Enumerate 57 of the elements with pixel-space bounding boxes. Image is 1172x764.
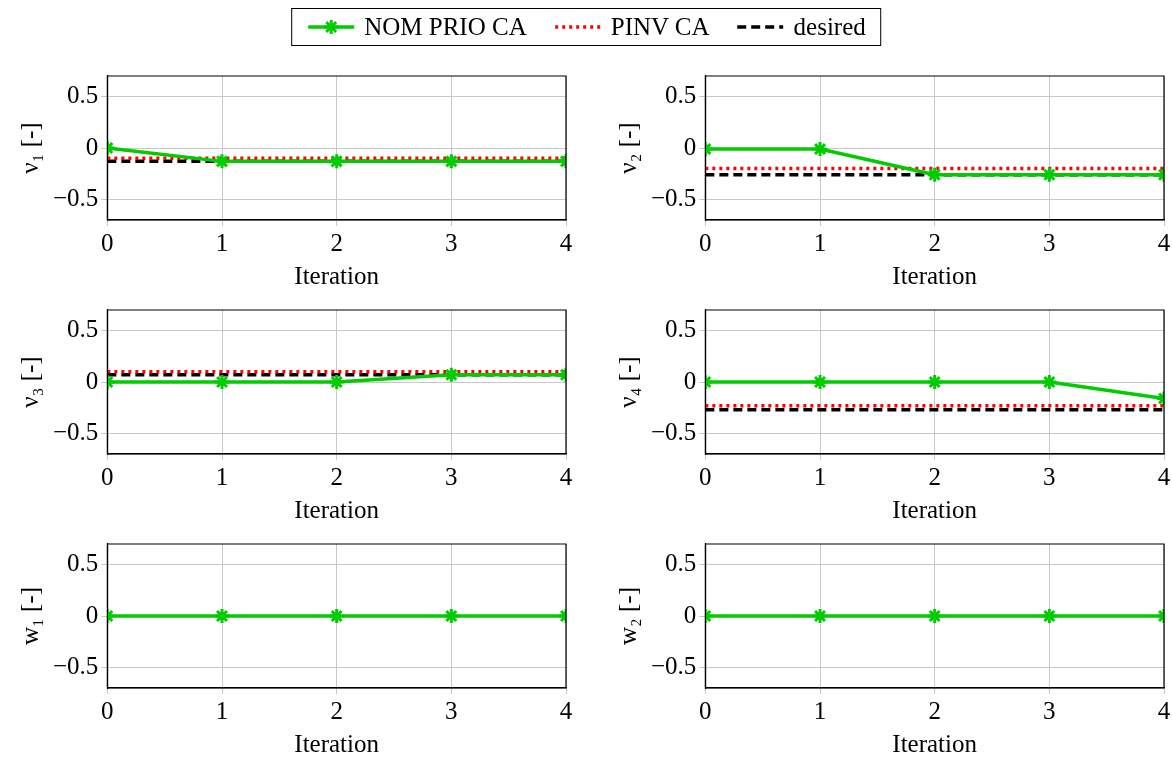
- x-tick-label: 3: [1043, 228, 1056, 256]
- x-tick-label: 3: [1043, 696, 1056, 724]
- y-axis-title: ν₃ [-]: [15, 356, 43, 408]
- x-tick-label: 1: [813, 696, 827, 724]
- x-tick-label: 4: [559, 228, 573, 256]
- y-tick-label: 0.5: [67, 549, 99, 577]
- x-tick-label: 3: [1043, 462, 1056, 490]
- x-tick-label: 4: [559, 462, 573, 490]
- x-tick-label: 2: [928, 228, 941, 256]
- y-axis-title: w₁ [-]: [15, 587, 43, 645]
- y-tick-label: 0.5: [67, 81, 99, 109]
- x-tick-label: 4: [1157, 462, 1171, 490]
- x-tick-label: 4: [1157, 228, 1171, 256]
- y-tick-label: 0.5: [665, 81, 697, 109]
- y-axis-title: ν₁ [-]: [15, 122, 43, 174]
- x-axis-title: Iteration: [892, 261, 978, 289]
- y-tick-label: 0: [85, 600, 99, 628]
- legend-label: PINV CA: [610, 13, 710, 41]
- legend-label: NOM PRIO CA: [364, 13, 527, 41]
- y-tick-label: −0.5: [650, 651, 697, 679]
- x-tick-label: 3: [445, 462, 458, 490]
- y-axis-title: w₂ [-]: [613, 587, 641, 645]
- y-tick-label: −0.5: [52, 183, 99, 211]
- y-tick-label: 0.5: [665, 315, 697, 343]
- x-axis-title: Iteration: [892, 729, 978, 757]
- y-axis-title: ν₂ [-]: [613, 122, 641, 174]
- y-tick-label: −0.5: [650, 183, 697, 211]
- y-tick-label: 0: [683, 600, 697, 628]
- x-tick-label: 2: [330, 462, 343, 490]
- x-tick-label: 1: [215, 462, 229, 490]
- y-tick-label: −0.5: [52, 651, 99, 679]
- y-tick-label: 0.5: [67, 315, 99, 343]
- y-tick-label: −0.5: [650, 417, 697, 445]
- x-axis-title: Iteration: [294, 729, 380, 757]
- x-tick-label: 3: [445, 228, 458, 256]
- y-tick-label: 0: [683, 366, 697, 394]
- y-tick-label: 0: [85, 366, 99, 394]
- x-tick-label: 1: [813, 462, 827, 490]
- x-tick-label: 2: [330, 696, 343, 724]
- x-tick-label: 1: [215, 228, 229, 256]
- y-tick-label: 0: [683, 132, 697, 160]
- x-tick-label: 2: [928, 696, 941, 724]
- y-tick-label: 0.5: [665, 549, 697, 577]
- legend-label: desired: [793, 13, 866, 41]
- x-axis-title: Iteration: [892, 495, 978, 523]
- y-axis-title: ν₄ [-]: [613, 356, 641, 408]
- x-axis-title: Iteration: [294, 261, 380, 289]
- x-tick-label: 4: [559, 696, 573, 724]
- y-tick-label: 0: [85, 132, 99, 160]
- x-tick-label: 3: [445, 696, 458, 724]
- x-axis-title: Iteration: [294, 495, 380, 523]
- y-tick-label: −0.5: [52, 417, 99, 445]
- x-tick-label: 4: [1157, 696, 1171, 724]
- x-tick-label: 2: [928, 462, 941, 490]
- x-tick-label: 1: [813, 228, 827, 256]
- x-tick-label: 1: [215, 696, 229, 724]
- x-tick-label: 2: [330, 228, 343, 256]
